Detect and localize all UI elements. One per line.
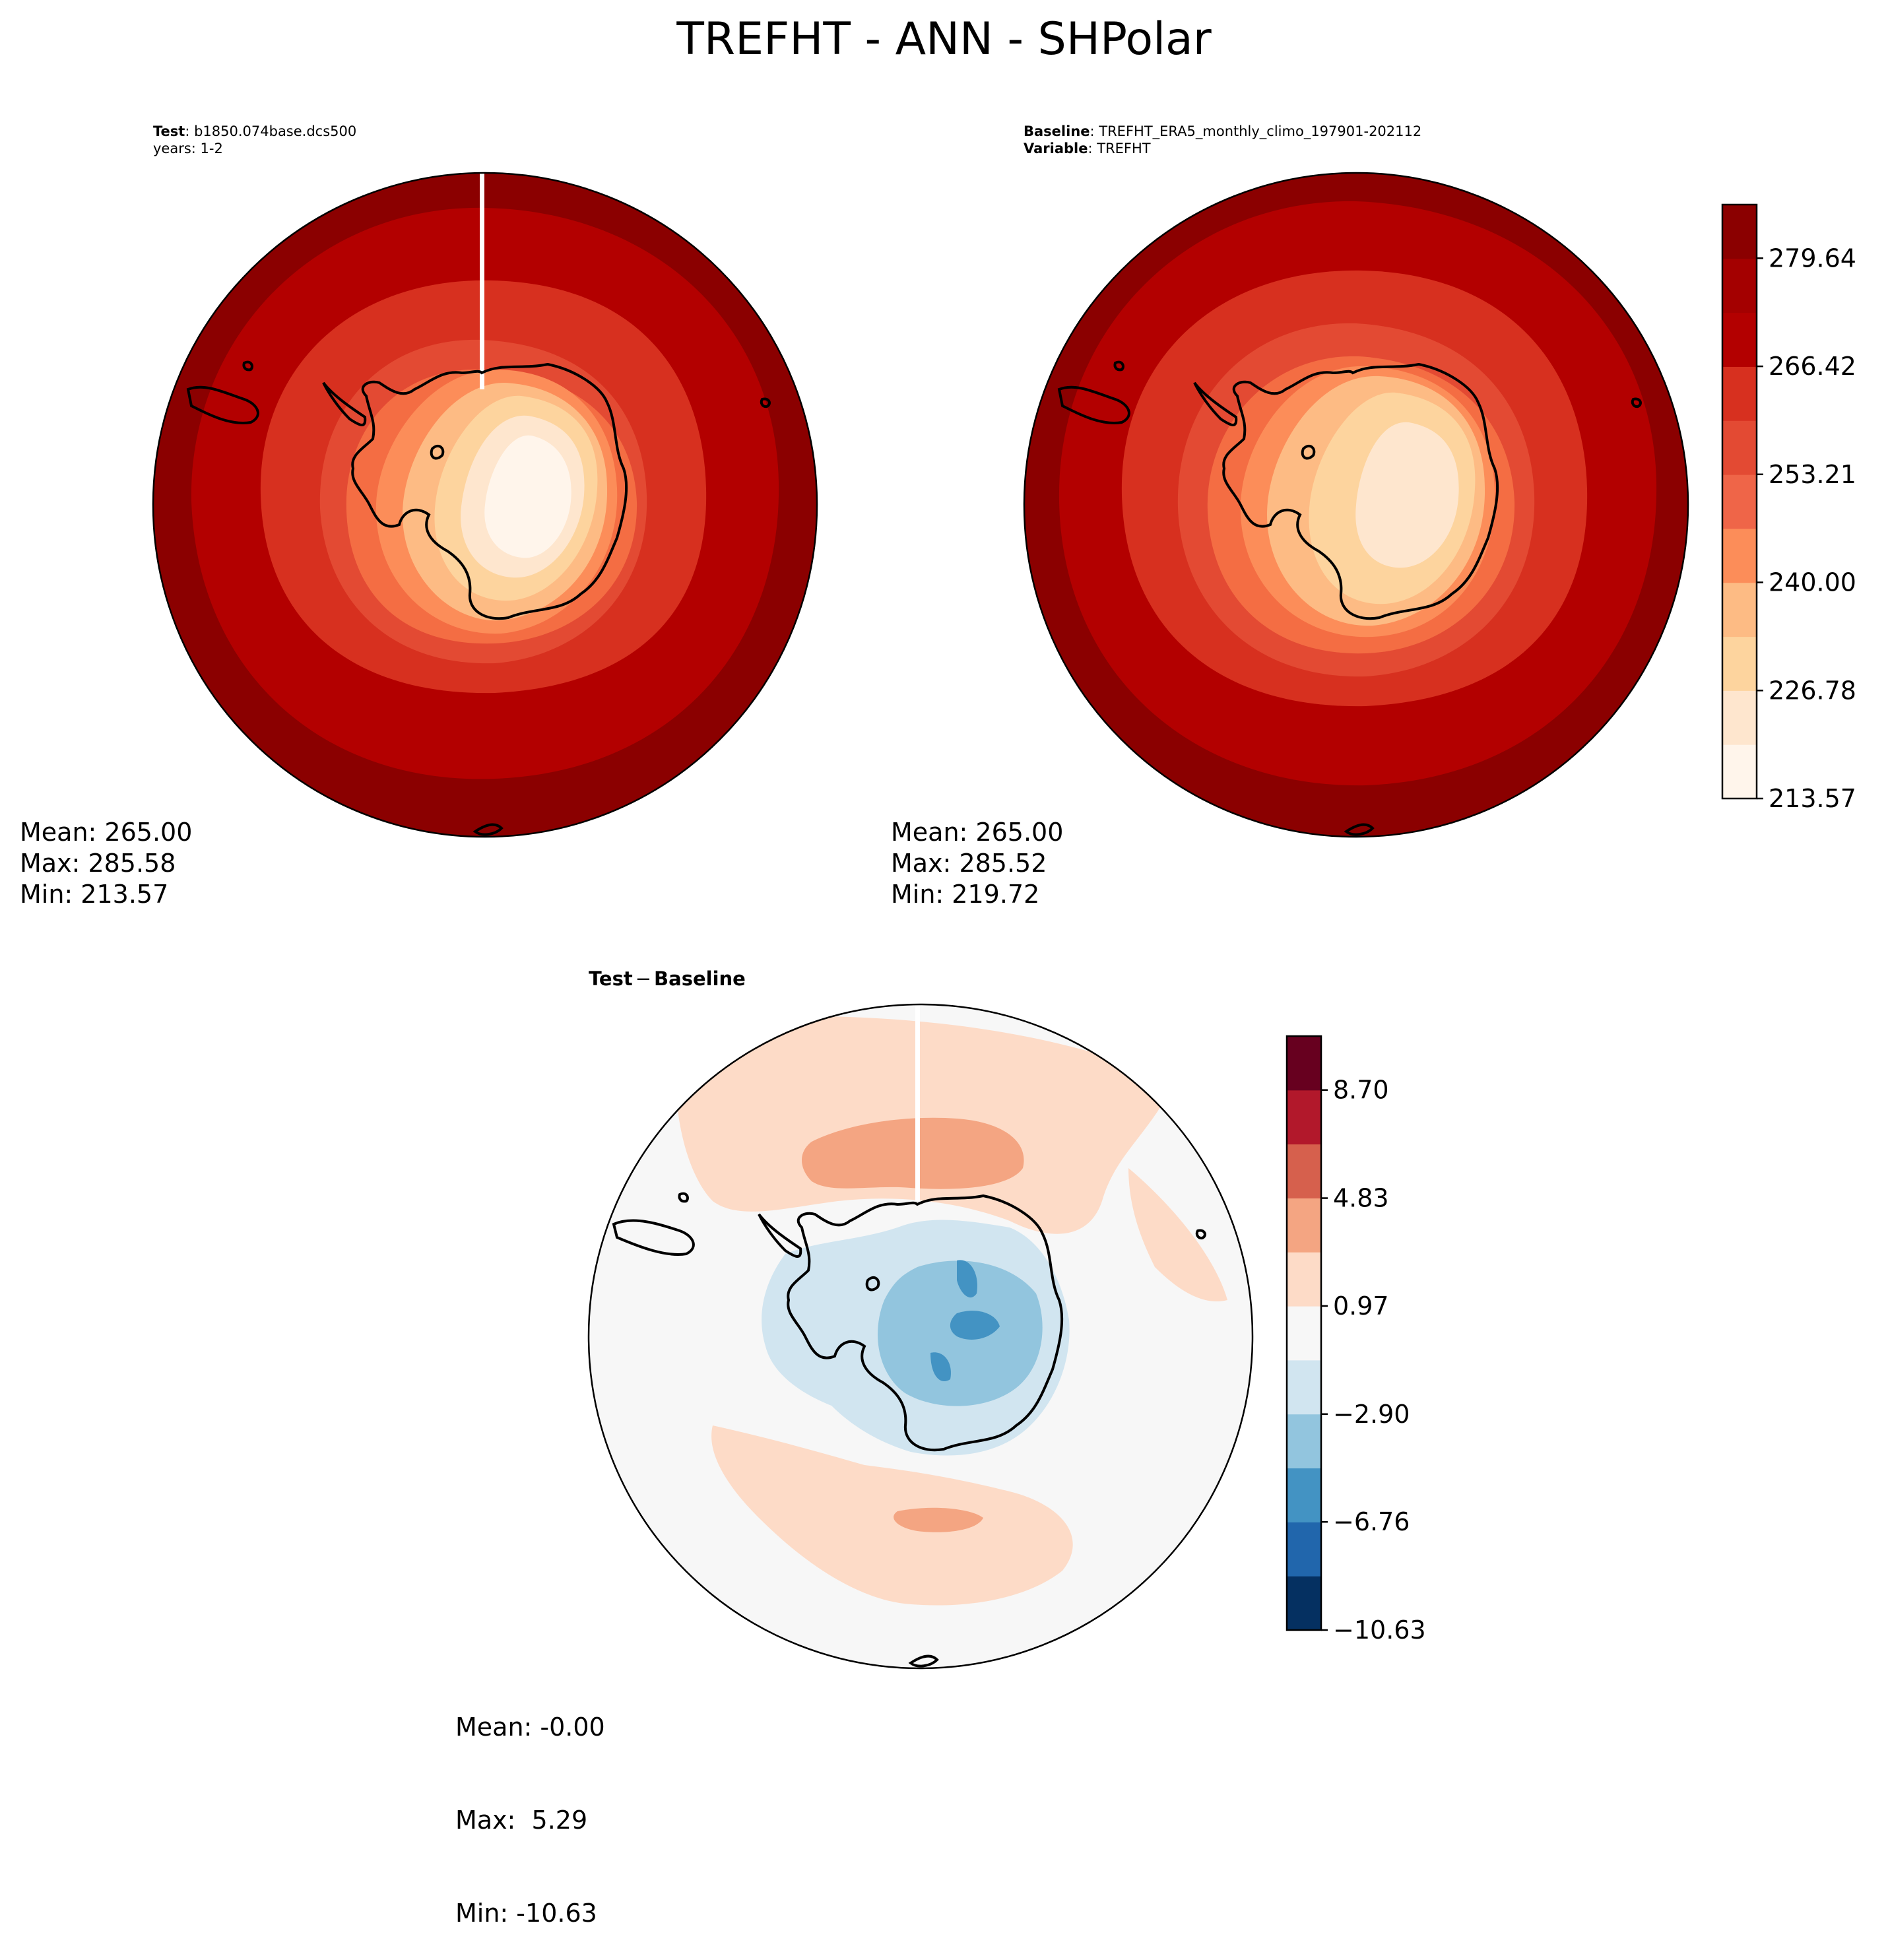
variable-name: : TREFHT (1088, 141, 1151, 156)
difference-coastlines (612, 1192, 1206, 1668)
test-stat-min: Min: 213.57 (20, 880, 169, 909)
temperature-colorbar-level-1 (1722, 690, 1757, 745)
temperature-colorbar-level-4 (1722, 528, 1757, 583)
difference-warm-patch-south (894, 1507, 983, 1532)
test-map (152, 172, 818, 838)
difference-colorbar-tick-label-4: 4.83 (1333, 1184, 1389, 1213)
temperature-colorbar-tick-label-3: 253.21 (1769, 460, 1856, 489)
difference-cool-deep-2 (957, 1260, 977, 1298)
difference-colorbar-level-9 (1287, 1090, 1321, 1145)
difference-colorbar-tick-label-3: 0.97 (1333, 1291, 1389, 1321)
difference-map (587, 1003, 1254, 1670)
test-missing-column (480, 173, 484, 389)
difference-colorbar-level-4 (1287, 1359, 1321, 1415)
test-band-10 (484, 435, 571, 558)
baseline-header: Baseline: TREFHT_ERA5_monthly_climo_1979… (1024, 123, 1421, 157)
difference-title: Test − Baseline (589, 967, 746, 990)
difference-stats: Mean: -0.00 Max: 5.29 Min: -10.63 (455, 1650, 605, 1960)
temperature-colorbar-level-9 (1722, 258, 1757, 313)
temperature-colorbar-level-10 (1722, 205, 1757, 259)
baseline-map (1023, 172, 1689, 838)
difference-colorbar-tick-label-2: −2.90 (1333, 1400, 1410, 1429)
temperature-colorbar-border (1721, 203, 1758, 800)
difference-colorbar-level-7 (1287, 1198, 1321, 1253)
baseline-coastlines (1057, 360, 1642, 836)
difference-map-border (587, 1003, 1254, 1670)
temperature-colorbar-level-2 (1722, 636, 1757, 691)
difference-colorbar-tick-label-1: −6.76 (1333, 1507, 1410, 1536)
baseline-label: Baseline (1024, 123, 1090, 139)
difference-title-baseline: Baseline (654, 967, 746, 990)
baseline-stat-min: Min: 219.72 (891, 880, 1040, 909)
difference-colorbar-tick-label-0: −10.63 (1333, 1616, 1426, 1645)
test-stats: Mean: 265.00 Max: 285.58 Min: 213.57 (20, 817, 192, 910)
difference-colorbar-level-0 (1287, 1576, 1321, 1631)
difference-title-minus: − (635, 967, 652, 990)
difference-colorbar-level-10 (1287, 1036, 1321, 1091)
test-map-border (152, 172, 818, 838)
difference-colorbar-level-2 (1287, 1468, 1321, 1522)
temperature-colorbar-tick-label-0: 213.57 (1769, 784, 1856, 813)
test-header-line-1: Test: b1850.074base.dcs500 (153, 123, 356, 140)
temperature-colorbar-tick-label-1: 226.78 (1769, 676, 1856, 705)
baseline-band-9 (1355, 422, 1459, 568)
test-stat-max: Max: 285.58 (20, 849, 176, 878)
temperature-colorbar-tick-label-2: 240.00 (1769, 568, 1856, 597)
difference-colorbar-level-8 (1287, 1144, 1321, 1198)
temperature-colorbar-level-3 (1722, 582, 1757, 637)
difference-missing-column (915, 1004, 920, 1201)
figure-title: TREFHT - ANN - SHPolar (676, 13, 1212, 65)
difference-title-test: Test (589, 967, 633, 990)
temperature-colorbar-level-6 (1722, 420, 1757, 475)
temperature-colorbar: 213.57 226.78 240.00 253.21 266.42 279.64 (1721, 203, 1856, 813)
baseline-map-border (1023, 172, 1689, 838)
difference-warm-patch-north (802, 1117, 1024, 1189)
difference-stat-mean: Mean: -0.00 (455, 1713, 605, 1742)
temperature-colorbar-tick-label-4: 266.42 (1769, 352, 1856, 381)
test-coastlines (186, 360, 771, 836)
test-header-line-2: years: 1-2 (153, 140, 356, 157)
baseline-stat-mean: Mean: 265.00 (891, 818, 1064, 847)
test-case-name: : b1850.074base.dcs500 (185, 123, 357, 139)
temperature-colorbar-tick-label-5: 279.64 (1769, 244, 1856, 273)
temperature-colorbar-level-7 (1722, 366, 1757, 421)
difference-colorbar-level-3 (1287, 1414, 1321, 1469)
difference-stat-max: Max: 5.29 (455, 1806, 588, 1835)
baseline-stats: Mean: 265.00 Max: 285.52 Min: 219.72 (891, 817, 1063, 910)
baseline-header-line-2: Variable: TREFHT (1024, 140, 1421, 157)
difference-colorbar: −10.63 −6.76 −2.90 0.97 4.83 8.70 (1286, 1035, 1426, 1645)
temperature-colorbar-level-8 (1722, 312, 1757, 367)
test-label: Test (153, 123, 185, 139)
difference-colorbar-level-5 (1287, 1306, 1321, 1361)
difference-colorbar-border (1286, 1035, 1322, 1631)
difference-warm-east (1128, 1168, 1227, 1301)
difference-warm-south (711, 1425, 1073, 1606)
test-stat-mean: Mean: 265.00 (20, 818, 193, 847)
baseline-header-line-1: Baseline: TREFHT_ERA5_monthly_climo_1979… (1024, 123, 1421, 140)
test-years: years: 1-2 (153, 141, 223, 156)
difference-stat-min: Min: -10.63 (455, 1899, 597, 1928)
temperature-colorbar-level-5 (1722, 474, 1757, 529)
difference-colorbar-level-6 (1287, 1252, 1321, 1307)
baseline-dataset-name: : TREFHT_ERA5_monthly_climo_197901-20211… (1090, 123, 1422, 139)
difference-cool-deep-1 (950, 1311, 1000, 1340)
temperature-colorbar-level-0 (1722, 744, 1757, 799)
difference-cool-deep-3 (930, 1352, 951, 1382)
variable-label: Variable (1024, 141, 1088, 156)
difference-colorbar-tick-label-5: 8.70 (1333, 1076, 1389, 1105)
baseline-stat-max: Max: 285.52 (891, 849, 1047, 878)
test-header: Test: b1850.074base.dcs500 years: 1-2 (153, 123, 356, 157)
difference-colorbar-level-1 (1287, 1522, 1321, 1577)
